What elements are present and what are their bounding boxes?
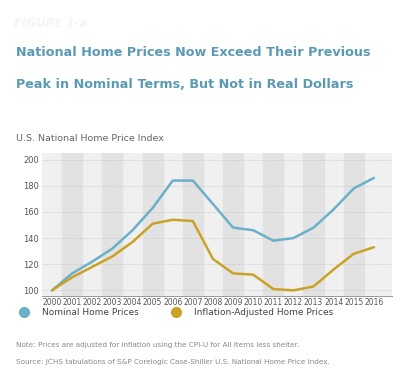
Text: Note: Prices are adjusted for inflation using the CPI-U for All Items less shelt: Note: Prices are adjusted for inflation … — [16, 342, 299, 348]
Bar — [142, 153, 163, 296]
Bar — [344, 153, 364, 296]
Text: U.S. National Home Price Index: U.S. National Home Price Index — [16, 134, 164, 143]
Bar — [183, 153, 203, 296]
Text: Inflation-Adjusted Home Prices: Inflation-Adjusted Home Prices — [194, 308, 333, 317]
Bar — [263, 153, 283, 296]
Text: National Home Prices Now Exceed Their Previous: National Home Prices Now Exceed Their Pr… — [16, 46, 370, 59]
Bar — [62, 153, 82, 296]
Bar — [223, 153, 243, 296]
Text: FIGURE 1-a: FIGURE 1-a — [14, 17, 88, 30]
Text: Peak in Nominal Terms, But Not in Real Dollars: Peak in Nominal Terms, But Not in Real D… — [16, 77, 353, 91]
Text: Source: JCHS tabulations of S&P Corelogic Case-Shiller U.S. National Home Price : Source: JCHS tabulations of S&P Corelogi… — [16, 359, 330, 365]
Bar — [304, 153, 324, 296]
Bar — [102, 153, 122, 296]
Text: Nominal Home Prices: Nominal Home Prices — [42, 308, 139, 317]
